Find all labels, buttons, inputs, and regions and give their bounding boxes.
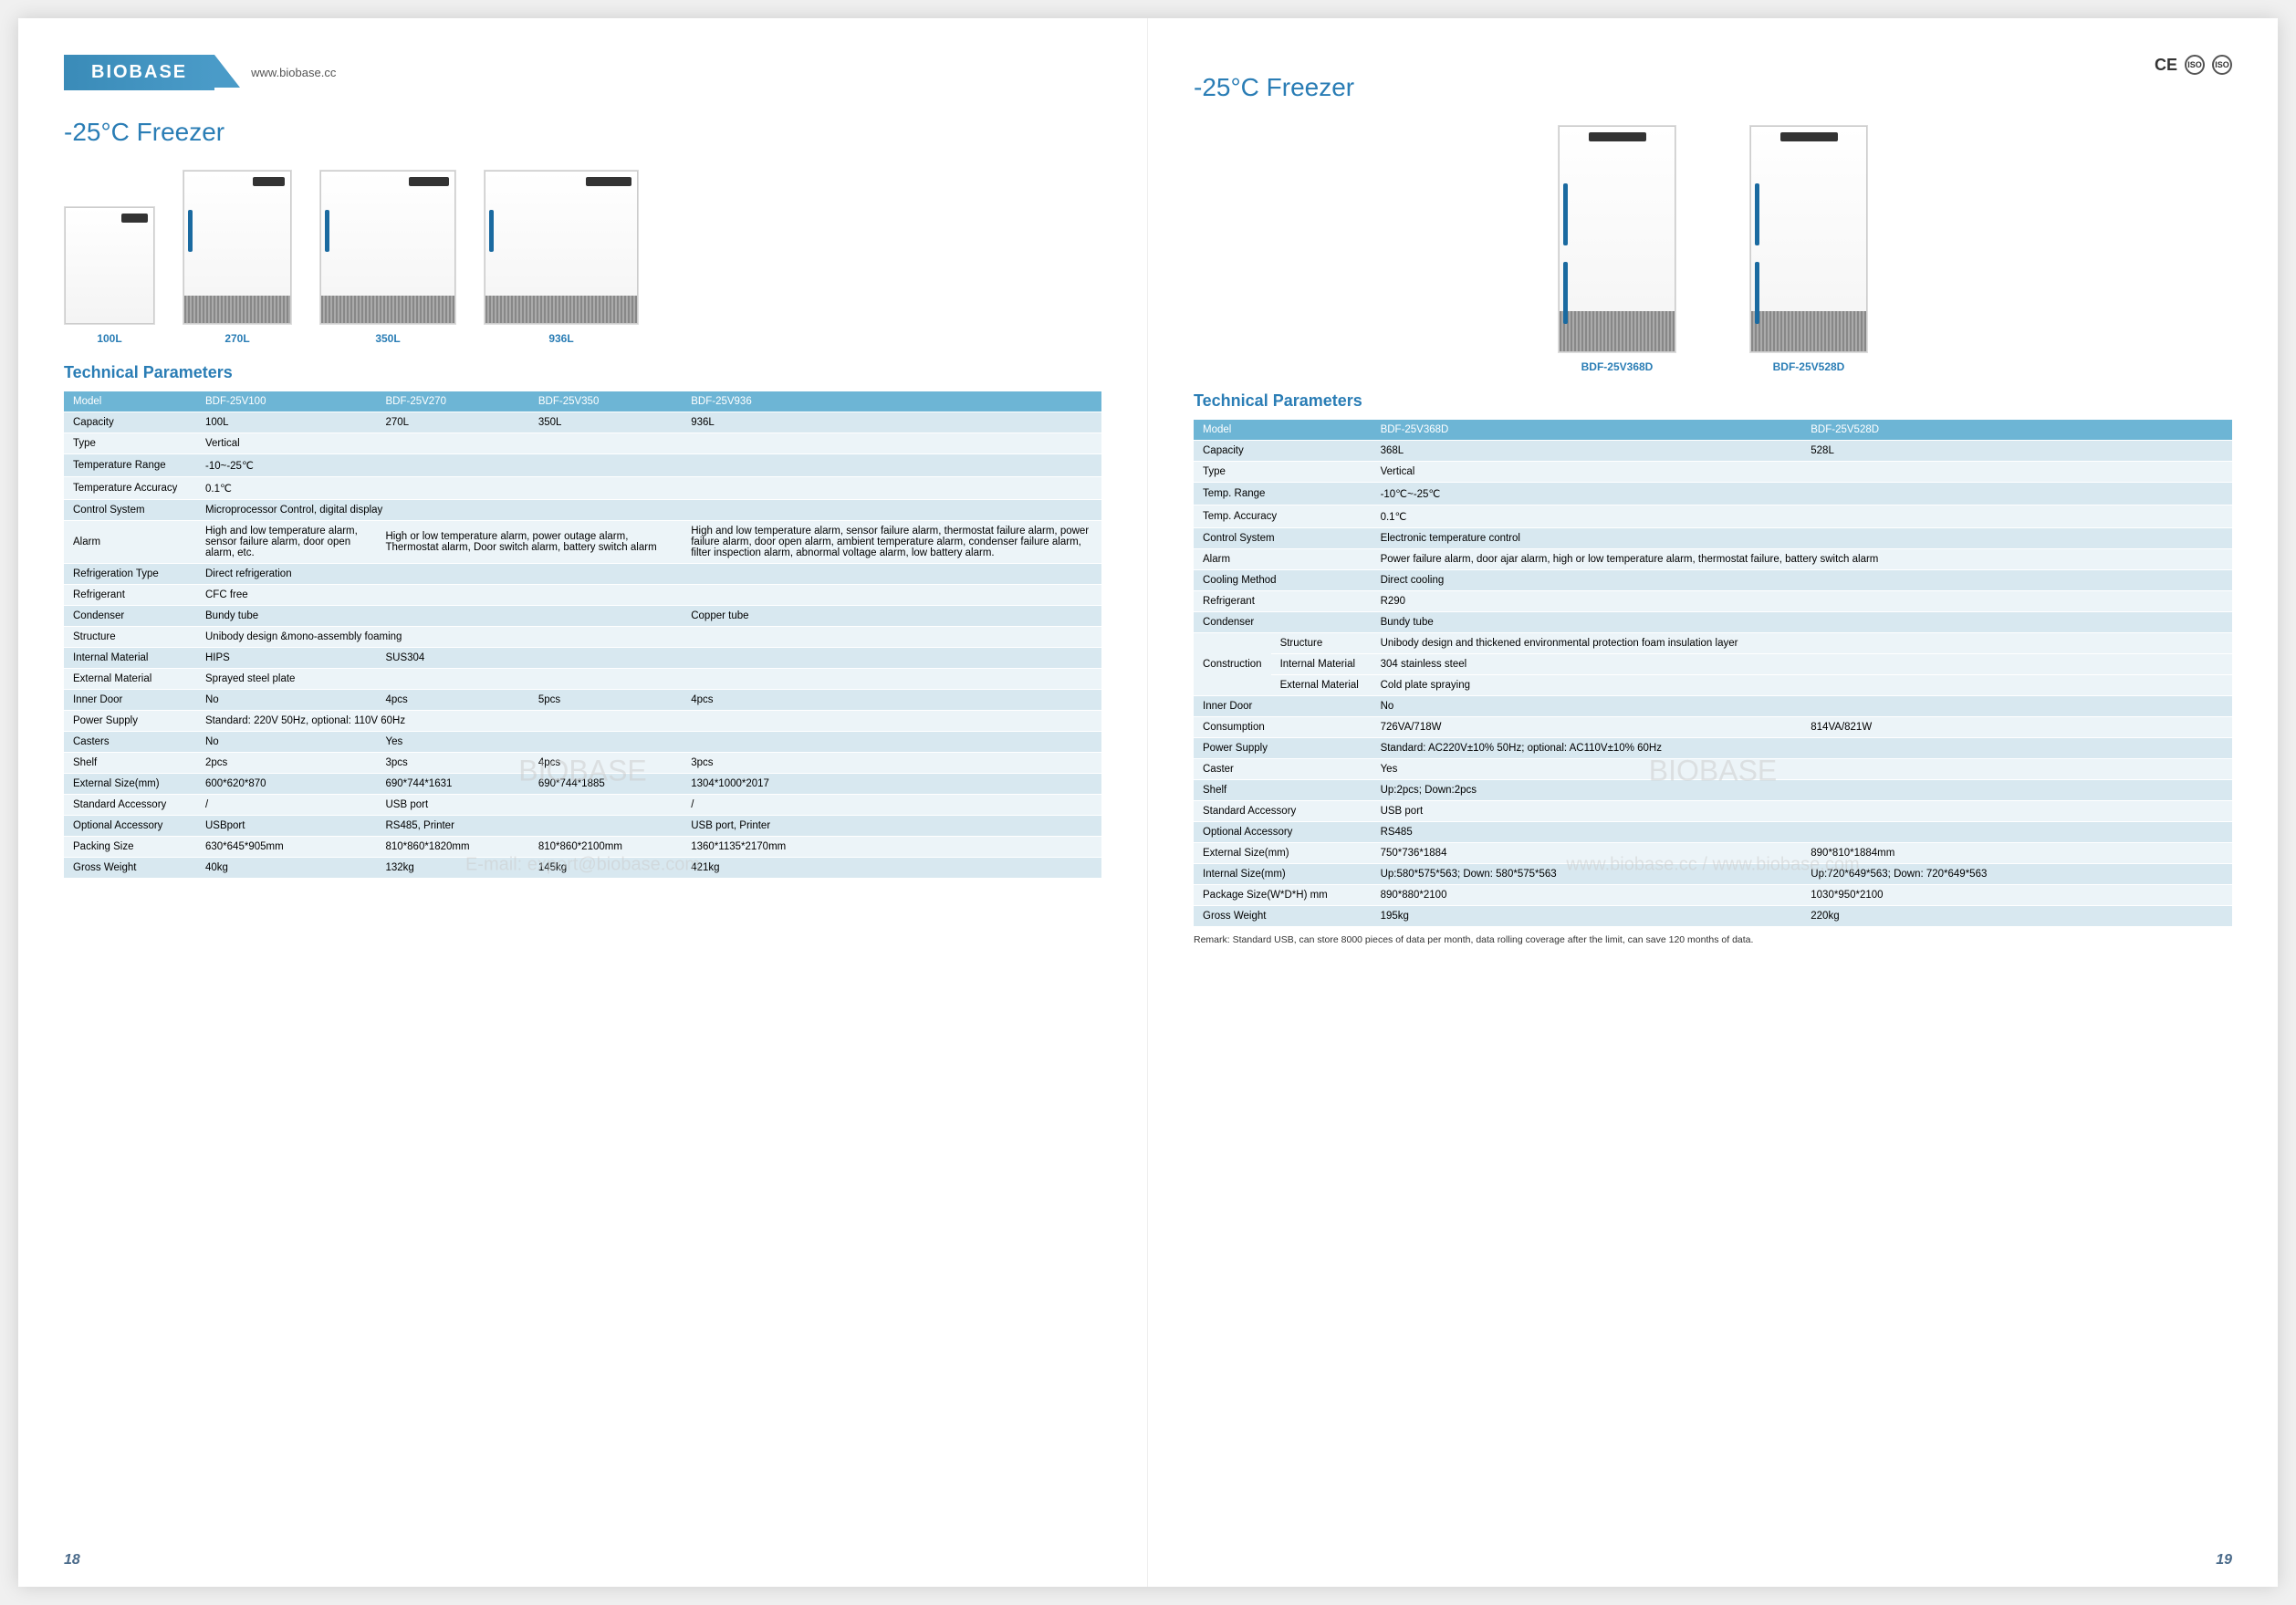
product-label: BDF-25V528D [1773, 360, 1845, 373]
spec-table-right: ModelBDF-25V368DBDF-25V528DCapacity368L5… [1194, 420, 2232, 927]
iso-badge-icon: ISO [2185, 55, 2205, 75]
product-368d: BDF-25V368D [1558, 125, 1676, 373]
params-title-right: Technical Parameters [1194, 391, 2232, 411]
page-number: 18 [64, 1552, 80, 1569]
header: BIOBASE www.biobase.cc [64, 55, 1101, 90]
product-label: 100L [97, 332, 121, 345]
spec-table-left: ModelBDF-25V100BDF-25V270BDF-25V350BDF-2… [64, 391, 1101, 879]
table-remark: Remark: Standard USB, can store 8000 pie… [1194, 934, 2232, 945]
product-label: 350L [375, 332, 400, 345]
iso-badge-icon: ISO [2212, 55, 2232, 75]
product-label: 936L [548, 332, 573, 345]
ce-mark: CE [2155, 56, 2177, 75]
product-label: BDF-25V368D [1581, 360, 1654, 373]
product-270l: 270L [183, 170, 292, 345]
product-row-left: 100L 270L 350L 936L [64, 170, 1101, 345]
page-19: CE ISO ISO -25°C Freezer BDF-25V368D BDF… [1148, 18, 2278, 1587]
product-row-right: BDF-25V368D BDF-25V528D [1194, 125, 2232, 373]
page-18: BIOBASE www.biobase.cc -25°C Freezer 100… [18, 18, 1148, 1587]
product-100l: 100L [64, 206, 155, 345]
page-title-left: -25°C Freezer [64, 118, 1101, 147]
params-title-left: Technical Parameters [64, 363, 1101, 382]
product-528d: BDF-25V528D [1749, 125, 1868, 373]
product-350l: 350L [319, 170, 456, 345]
page-title-right: -25°C Freezer [1194, 73, 2232, 102]
product-label: 270L [224, 332, 249, 345]
product-936l: 936L [484, 170, 639, 345]
brand-logo: BIOBASE [64, 55, 214, 90]
catalog-spread: BIOBASE www.biobase.cc -25°C Freezer 100… [18, 18, 2278, 1587]
brand-url: www.biobase.cc [251, 66, 336, 79]
cert-badges: CE ISO ISO [2155, 55, 2232, 75]
page-number: 19 [2216, 1552, 2232, 1569]
